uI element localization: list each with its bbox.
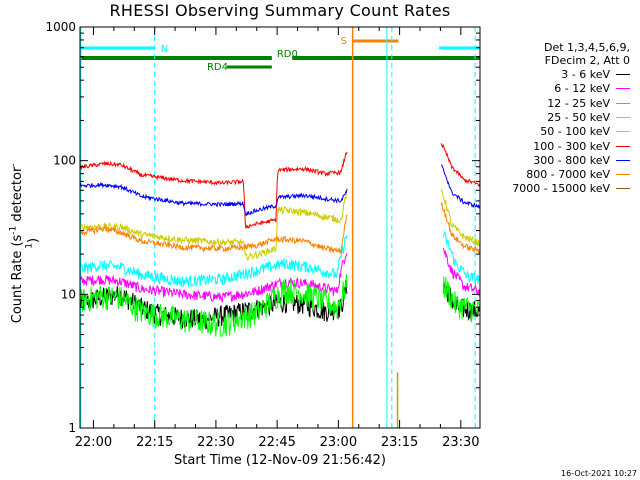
legend-item: 800 - 7000 keV xyxy=(526,168,630,181)
legend-label: 7000 - 15000 keV xyxy=(512,182,610,196)
series-12-25-kev-line xyxy=(79,274,348,337)
legend-label: 3 - 6 keV xyxy=(561,68,610,81)
rd4-label: RD4 xyxy=(207,62,228,73)
series-50-100-kev-line xyxy=(79,188,348,261)
legend-item: 6 - 12 keV xyxy=(554,82,630,95)
rd0-label: RD0 xyxy=(277,49,298,60)
x-tick-label: 22:30 xyxy=(197,435,234,450)
x-tick-label: 22:00 xyxy=(75,435,112,450)
series-6-12-kev-line xyxy=(79,253,348,303)
legend-item: 25 - 50 keV xyxy=(547,111,630,124)
series-100-300-kev-line xyxy=(79,151,348,229)
legend-swatch xyxy=(616,145,630,147)
legend-item: 100 - 300 keV xyxy=(533,140,630,153)
legend-label: 50 - 100 keV xyxy=(540,125,610,139)
x-tick-label: 23:30 xyxy=(442,435,479,450)
series-100-300-kev-line-2 xyxy=(440,143,481,187)
saa-label: S xyxy=(340,36,346,47)
legend-swatch xyxy=(616,188,630,190)
instrument-state-bars: N RD0 RD4 S xyxy=(80,36,480,73)
series-300-800-kev-line xyxy=(79,181,348,217)
night-label: N xyxy=(161,44,168,55)
y-tick-label: 100 xyxy=(53,154,76,168)
x-tick-label: 23:15 xyxy=(381,435,418,450)
legend-swatch xyxy=(616,116,630,118)
y-tick-label: 10 xyxy=(61,287,76,301)
legend-swatch xyxy=(616,74,630,75)
legend-label: 12 - 25 keV xyxy=(547,96,610,110)
x-axis-label: Start Time (12-Nov-09 21:56:42) xyxy=(174,453,386,468)
plot-frame xyxy=(79,26,481,429)
series-6-12-kev-line-2 xyxy=(442,248,481,297)
legend-label: 800 - 7000 keV xyxy=(526,168,610,182)
legend-swatch xyxy=(616,131,630,133)
timestamp: 16-Oct-2021 10:27 xyxy=(561,469,637,478)
vertical-markers xyxy=(80,27,476,428)
x-tick-label: 22:45 xyxy=(258,435,295,450)
series-50-100-kev-line-2 xyxy=(440,188,480,247)
x-tick-label: 23:00 xyxy=(320,435,357,450)
series-800-7000-kev-line xyxy=(79,214,348,254)
axes: 1 10 100 1000 22:00 22:15 22:30 22:45 23:00 23:15… xyxy=(45,20,480,450)
legend-item: 7000 - 15000 keV xyxy=(512,182,630,195)
series-12-25-kev-line-2 xyxy=(442,276,480,323)
series-800-7000-kev-line-2 xyxy=(440,202,481,255)
legend-item: 300 - 800 keV xyxy=(533,154,630,167)
legend-header-line-2: FDecim 2, Att 0 xyxy=(544,54,630,67)
data-series xyxy=(79,143,481,337)
y-tick-label: 1000 xyxy=(45,20,76,34)
legend-swatch xyxy=(616,159,630,161)
legend-swatch xyxy=(616,102,630,104)
legend-label: 6 - 12 keV xyxy=(554,82,610,96)
y-tick-label: 1 xyxy=(68,421,76,435)
series-300-800-kev-line-2 xyxy=(440,164,481,209)
series-25-50-kev-line-2 xyxy=(442,230,481,285)
legend-swatch xyxy=(616,88,630,90)
legend-header-line-1: Det 1,3,4,5,6,9, xyxy=(543,41,630,54)
chart-title: RHESSI Observing Summary Count Rates xyxy=(109,1,451,20)
x-tick-label: 22:15 xyxy=(136,435,173,450)
legend-label: 300 - 800 keV xyxy=(533,153,610,167)
legend-item: 12 - 25 keV xyxy=(547,97,630,110)
y-axis-label: Count Rate (s-1 detector-1) xyxy=(8,163,42,324)
legend-swatch xyxy=(616,174,630,176)
series-25-50-kev-line xyxy=(79,234,348,288)
legend-label: 25 - 50 keV xyxy=(547,110,610,124)
legend-item: 50 - 100 keV xyxy=(540,125,630,138)
legend-item: 3 - 6 keV xyxy=(561,68,630,81)
legend-label: 100 - 300 keV xyxy=(533,139,610,153)
